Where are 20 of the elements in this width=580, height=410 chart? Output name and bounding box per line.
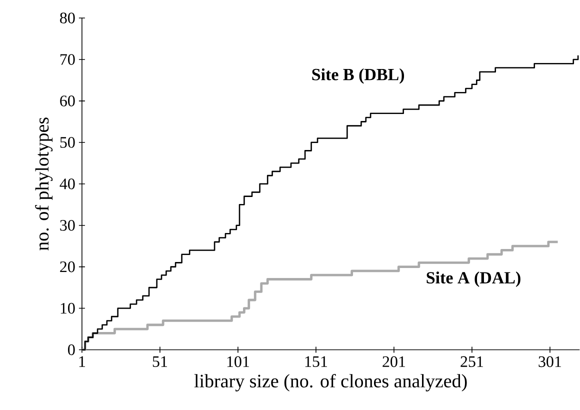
x-tick-label: 101: [227, 356, 249, 368]
series-label: Site A (DAL): [426, 272, 520, 288]
x-axis-title: library size (no. of clones analyzed): [194, 374, 467, 392]
y-tick-label: 0: [68, 344, 75, 356]
y-tick-label: 30: [60, 220, 75, 231]
y-tick-label: 60: [60, 96, 75, 106]
x-tick-label: 151: [305, 356, 327, 368]
y-tick-label: 70: [60, 54, 75, 65]
x-tick-label: 201: [382, 356, 405, 368]
x-tick-label: 51: [152, 356, 167, 368]
y-tick-label: 10: [60, 303, 75, 314]
x-tick-label: 1: [79, 356, 85, 367]
y-tick-label: 80: [60, 12, 75, 24]
x-tick-label: 301: [538, 356, 561, 368]
y-axis-title: no. of phylotypes: [35, 118, 53, 251]
x-tick-label: 251: [460, 356, 483, 368]
y-tick-label: 20: [60, 262, 75, 272]
y-tick-label: 50: [60, 137, 75, 148]
y-tick-label: 40: [60, 178, 75, 190]
series-label: Site B (DBL): [312, 68, 404, 84]
